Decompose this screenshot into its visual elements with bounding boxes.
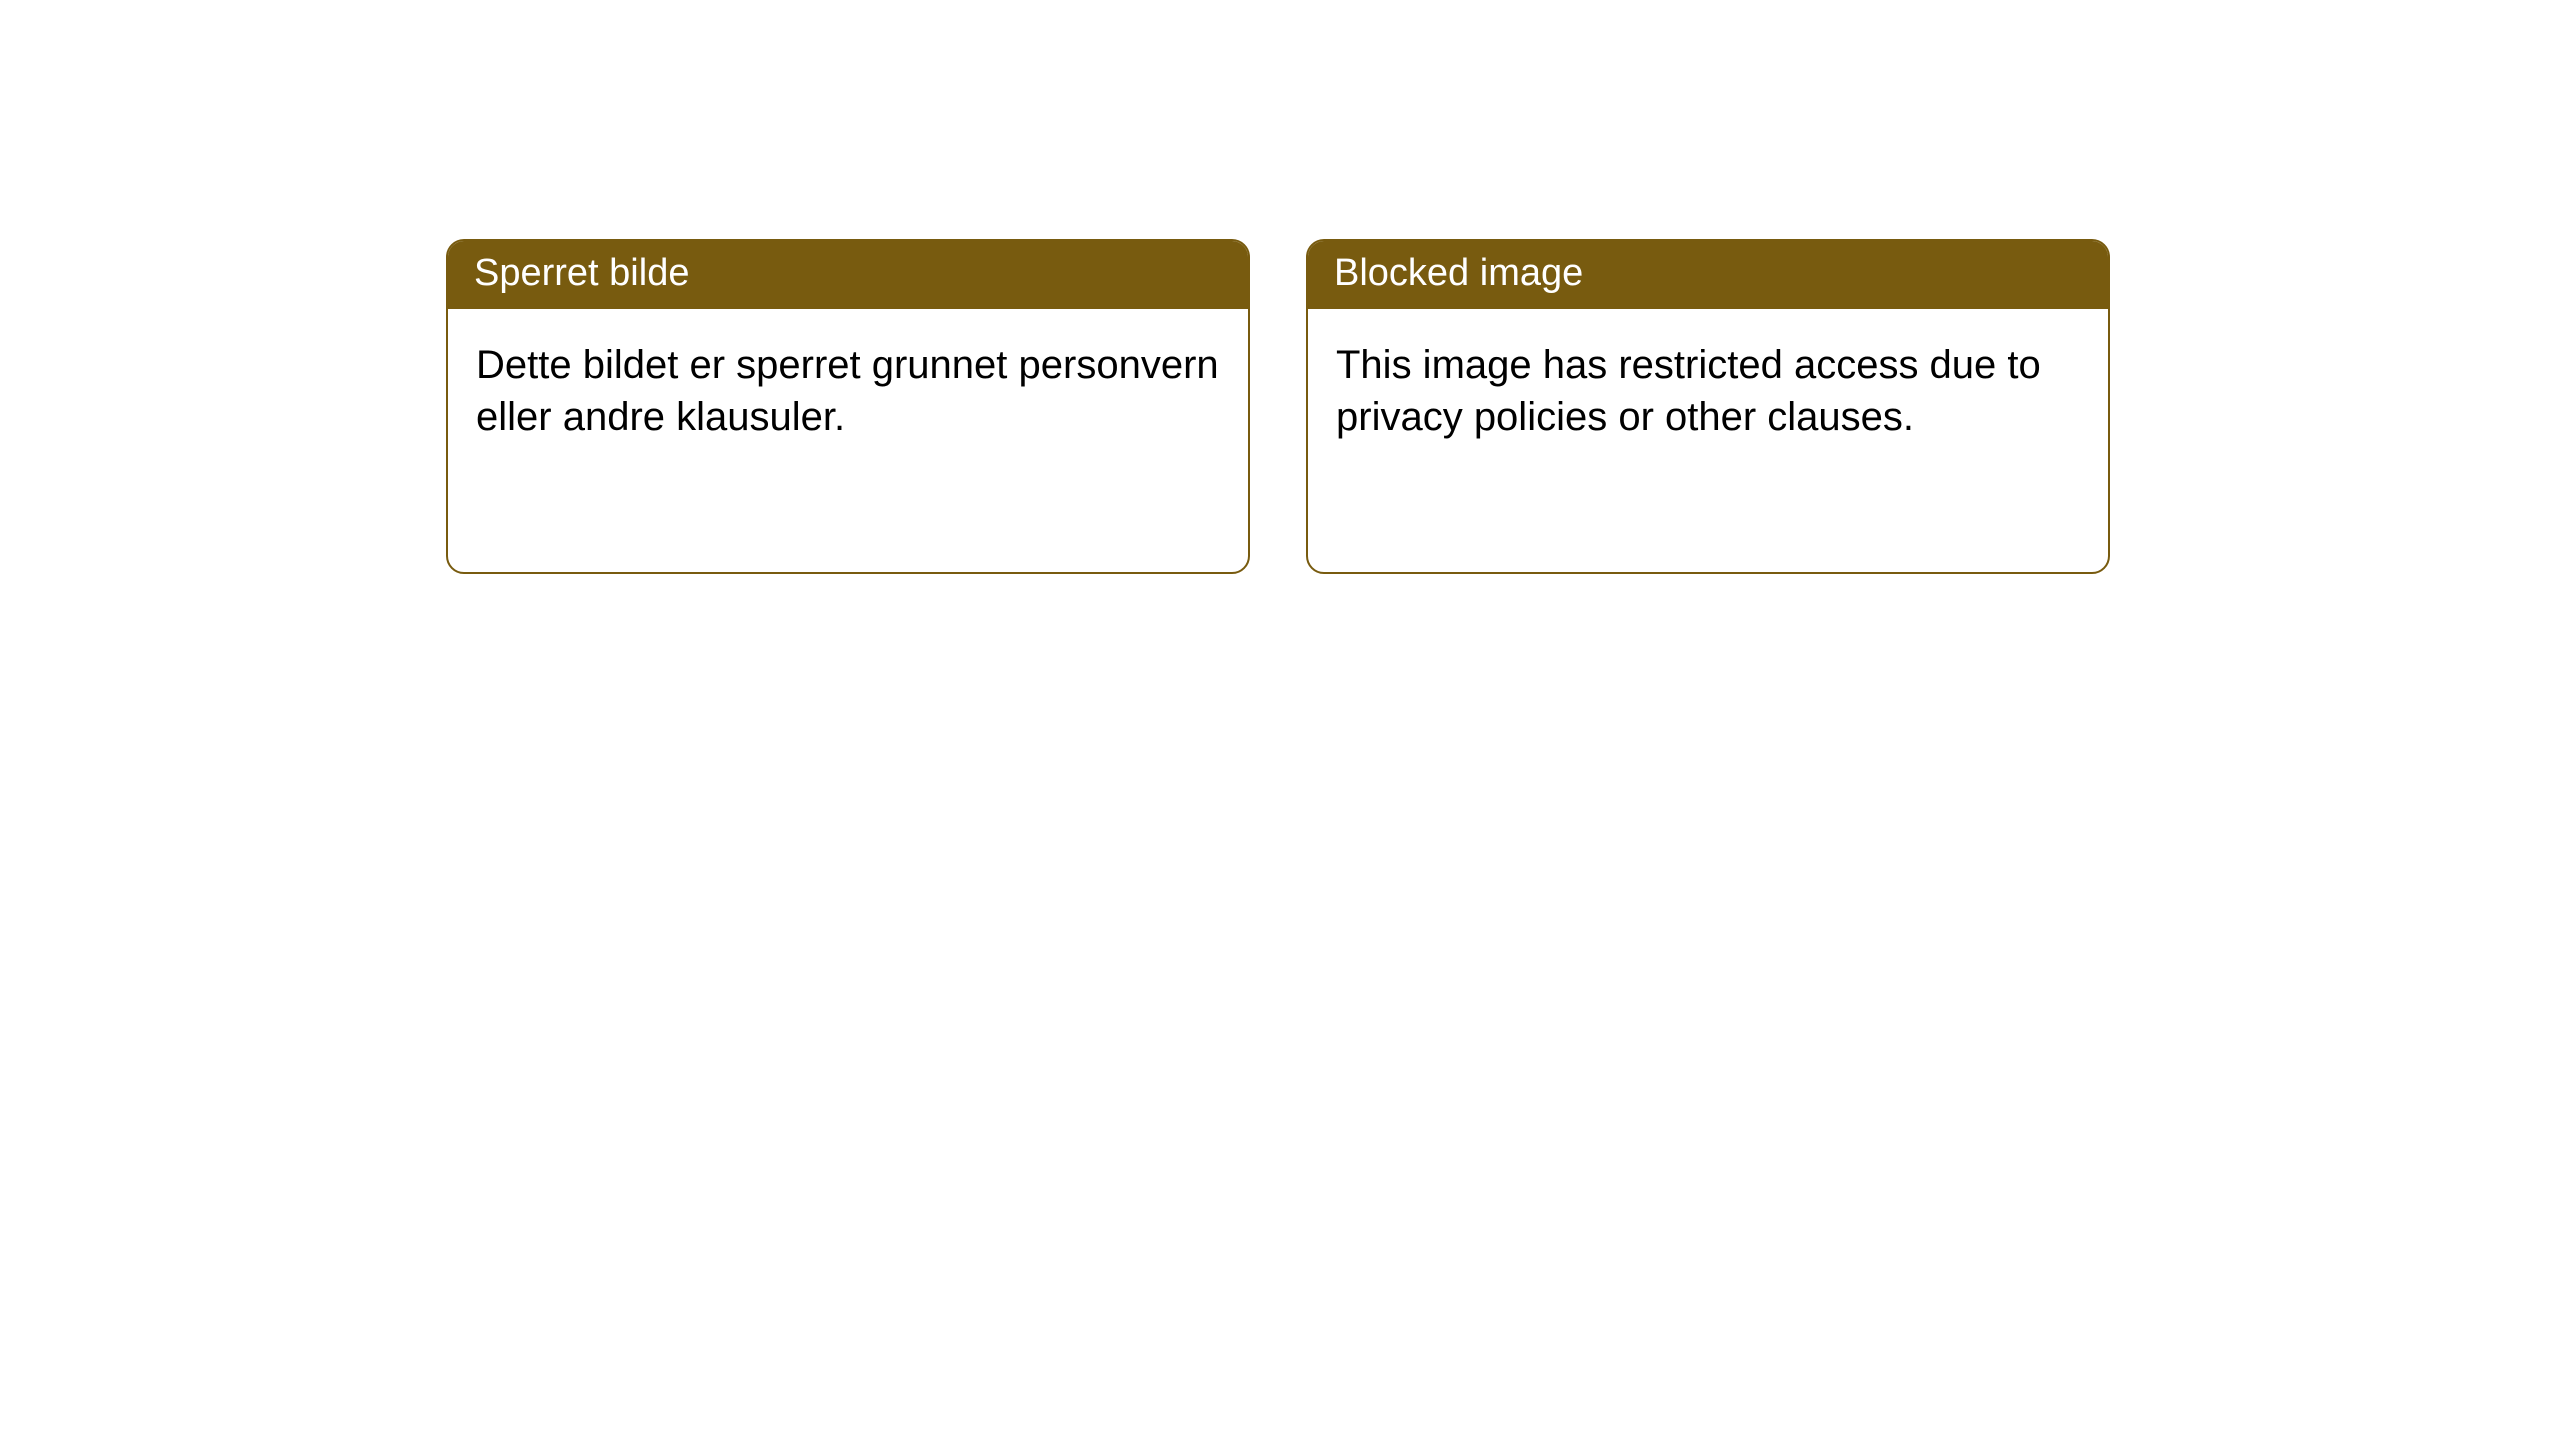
card-body-norwegian: Dette bildet er sperret grunnet personve…	[448, 309, 1248, 473]
blocked-image-cards: Sperret bilde Dette bildet er sperret gr…	[446, 239, 2110, 574]
card-header-norwegian: Sperret bilde	[448, 241, 1248, 309]
card-english: Blocked image This image has restricted …	[1306, 239, 2110, 574]
card-header-english: Blocked image	[1308, 241, 2108, 309]
card-norwegian: Sperret bilde Dette bildet er sperret gr…	[446, 239, 1250, 574]
card-body-english: This image has restricted access due to …	[1308, 309, 2108, 473]
